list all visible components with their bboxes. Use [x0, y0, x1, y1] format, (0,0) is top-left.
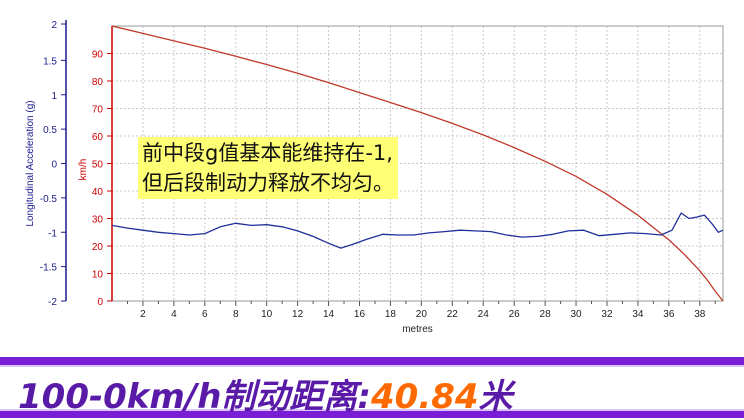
- braking-chart: 2 4 6 8 10 12 14 16 18 20 22 24 26 28 30 32 34 36 38908070…: [25, 20, 724, 335]
- kmh-axis-label: km/h: [78, 159, 89, 181]
- x-tick-label: 20: [416, 309, 428, 320]
- x-tick-label: 28: [540, 309, 552, 320]
- chart-series: [111, 25, 724, 302]
- kmh-tick-label: 80: [92, 77, 104, 88]
- x-tick-label: 32: [601, 309, 613, 320]
- x-tick-label: 22: [447, 309, 459, 320]
- annotation-line-2: 但后段制动力释放不均匀。: [142, 171, 394, 195]
- kmh-tick-label: 90: [92, 50, 104, 61]
- chart-axes: [61, 20, 724, 306]
- kmh-tick-label: 10: [92, 270, 104, 281]
- chart-annotation: 前中段g值基本能维持在-1, 但后段制动力释放不均匀。: [138, 137, 398, 199]
- accel-tick-label: 1: [51, 91, 57, 102]
- annotation-line-1: 前中段g值基本能维持在-1,: [142, 141, 393, 165]
- result-banner: 100-0km/h制动距离:40.84米: [0, 357, 744, 418]
- speed-series-line: [111, 25, 724, 302]
- x-axis-label: metres: [402, 324, 433, 335]
- x-tick-label: 38: [694, 309, 706, 320]
- accel-tick-label: -2: [48, 297, 57, 308]
- kmh-tick-label: 20: [92, 242, 104, 253]
- x-tick-label: 26: [509, 309, 521, 320]
- kmh-tick-label: 70: [92, 105, 104, 116]
- x-tick-label: 12: [292, 309, 304, 320]
- accel-series-line: [111, 212, 724, 249]
- x-tick-label: 8: [233, 309, 239, 320]
- accel-tick-label: -0.5: [40, 194, 58, 205]
- kmh-tick-label: 40: [92, 187, 104, 198]
- accel-tick-label: 2: [51, 20, 57, 31]
- accel-tick-label: 0: [51, 160, 57, 171]
- result-banner-inner: 100-0km/h制动距离:40.84米: [0, 365, 744, 417]
- x-tick-label: 30: [570, 309, 582, 320]
- chart-labels: 2 4 6 8 10 12 14 16 18 20 22 24 26 28 30 32 34 36 38908070…: [25, 20, 706, 335]
- chart-grid: [112, 26, 723, 301]
- x-tick-label: 16: [354, 309, 366, 320]
- accel-tick-label: 0.5: [43, 125, 57, 136]
- result-text: 100-0km/h制动距离:40.84米: [18, 374, 513, 420]
- result-value: 40.84: [371, 377, 479, 417]
- x-tick-label: 6: [202, 309, 208, 320]
- x-tick-label: 18: [385, 309, 397, 320]
- result-label: 100-0km/h制动距离:: [18, 377, 371, 417]
- x-tick-label: 10: [261, 309, 273, 320]
- accel-tick-label: -1.5: [40, 263, 58, 274]
- kmh-tick-label: 30: [92, 215, 104, 226]
- x-tick-label: 2: [140, 309, 146, 320]
- accel-axis-label: Longitudinal Acceleration (g): [25, 100, 36, 226]
- x-tick-label: 34: [632, 309, 644, 320]
- x-tick-label: 24: [478, 309, 490, 320]
- x-tick-label: 14: [323, 309, 335, 320]
- kmh-tick-label: 0: [97, 297, 103, 308]
- x-tick-label: 36: [663, 309, 675, 320]
- x-tick-label: 4: [171, 309, 177, 320]
- kmh-tick-label: 50: [92, 160, 104, 171]
- kmh-tick-label: 60: [92, 132, 104, 143]
- accel-tick-label: -1: [48, 228, 57, 239]
- result-unit: 米: [478, 377, 513, 417]
- accel-tick-label: 1.5: [43, 56, 57, 67]
